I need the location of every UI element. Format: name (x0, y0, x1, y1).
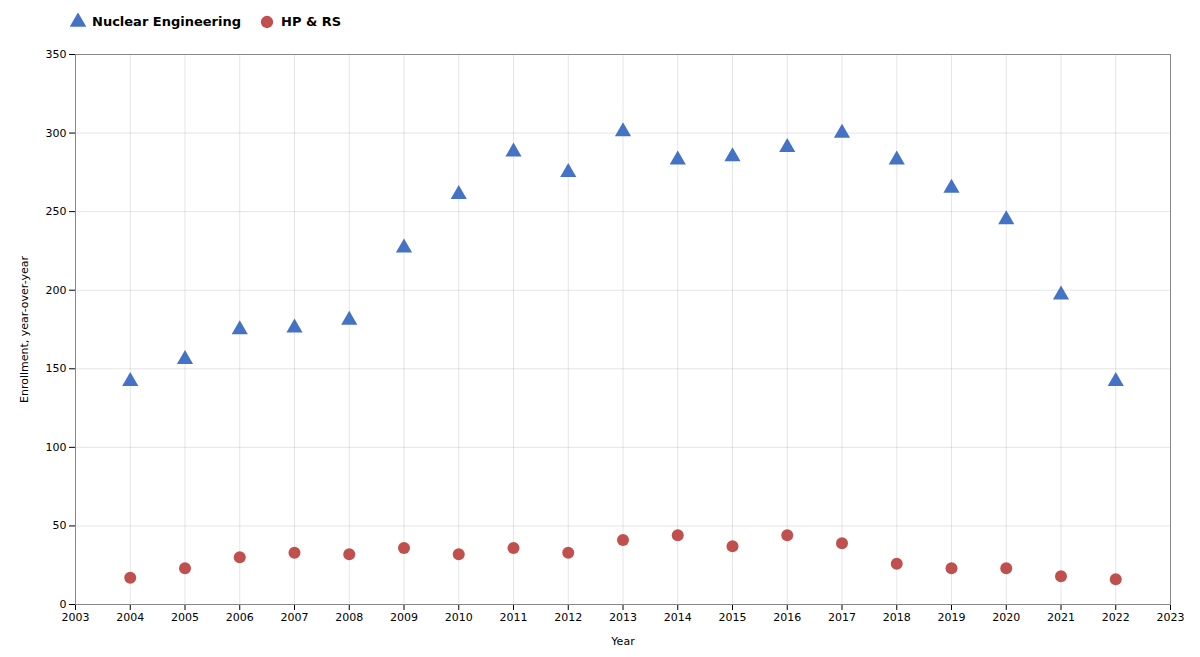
svg-text:Year: Year (610, 635, 635, 648)
svg-text:2007: 2007 (281, 611, 309, 624)
svg-text:150: 150 (46, 362, 67, 375)
svg-text:2012: 2012 (554, 611, 582, 624)
svg-text:2021: 2021 (1047, 611, 1075, 624)
svg-text:0: 0 (60, 598, 67, 611)
svg-text:100: 100 (46, 441, 67, 454)
svg-text:2005: 2005 (171, 611, 199, 624)
html-text:HP & RS: HP & RS (281, 13, 342, 29)
svg-text:2016: 2016 (773, 611, 801, 624)
svg-text:2020: 2020 (992, 611, 1020, 624)
svg-text:2010: 2010 (445, 611, 473, 624)
svg-text:2015: 2015 (719, 611, 747, 624)
svg-text:2017: 2017 (828, 611, 856, 624)
svg-text:Enrollment, year-over-year: Enrollment, year-over-year (18, 256, 31, 403)
svg-text:2008: 2008 (335, 611, 363, 624)
svg-text:2023: 2023 (1157, 611, 1185, 624)
svg-text:300: 300 (46, 127, 67, 140)
svg-text:2011: 2011 (500, 611, 528, 624)
html-text:Nuclear Engineering: Nuclear Engineering (92, 13, 241, 29)
svg-text:2018: 2018 (883, 611, 911, 624)
svg-text:2006: 2006 (226, 611, 254, 624)
svg-text:350: 350 (46, 48, 67, 61)
svg-text:2014: 2014 (664, 611, 692, 624)
svg-text:200: 200 (46, 284, 67, 297)
svg-text:250: 250 (46, 205, 67, 218)
svg-text:50: 50 (53, 519, 67, 532)
svg-text:2009: 2009 (390, 611, 418, 624)
svg-text:2004: 2004 (116, 611, 144, 624)
svg-text:2003: 2003 (62, 611, 90, 624)
svg-text:2013: 2013 (609, 611, 637, 624)
svg-text:2022: 2022 (1102, 611, 1130, 624)
svg-text:2019: 2019 (938, 611, 966, 624)
